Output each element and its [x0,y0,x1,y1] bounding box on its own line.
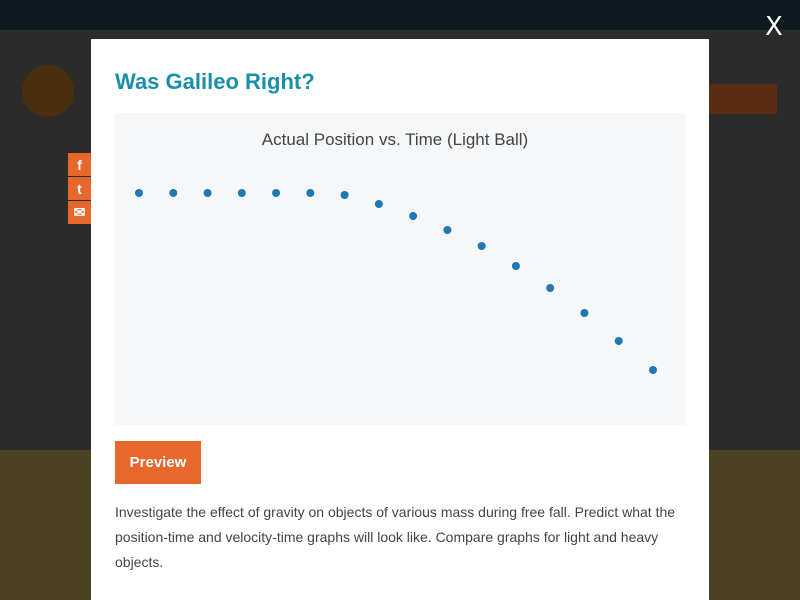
data-point [614,337,623,345]
data-point [477,242,486,250]
modal-dialog: Was Galileo Right? Actual Position vs. T… [91,39,709,600]
facebook-share-button[interactable]: f [68,153,91,176]
email-share-button[interactable]: ✉ [68,201,91,224]
scatter-chart: Actual Position vs. Time (Light Ball) [135,130,657,374]
data-point [237,189,246,197]
background-logo [22,65,74,117]
twitter-share-button[interactable]: t [68,177,91,200]
data-point [649,366,657,374]
chart-container: Actual Position vs. Time (Light Ball) [115,113,685,425]
data-point [409,212,418,220]
data-point [374,200,383,208]
email-icon: ✉ [73,204,86,220]
data-point [340,191,349,199]
twitter-icon: t [77,180,82,197]
background-top-bar [0,0,800,30]
data-point [511,262,520,270]
facebook-icon: f [77,156,82,173]
data-point [169,189,178,197]
description-text: Investigate the effect of gravity on obj… [115,504,676,570]
data-point [203,189,212,197]
chart-title: Actual Position vs. Time (Light Ball) [262,130,528,149]
data-point [272,189,281,197]
data-point [306,189,315,197]
data-point [443,226,452,234]
data-point [546,284,555,292]
background-button [705,84,777,114]
modal-title: Was Galileo Right? [115,69,315,94]
close-button[interactable]: X [765,12,783,42]
data-point [580,309,589,317]
preview-button[interactable]: Preview [115,441,201,484]
data-point [135,189,143,197]
